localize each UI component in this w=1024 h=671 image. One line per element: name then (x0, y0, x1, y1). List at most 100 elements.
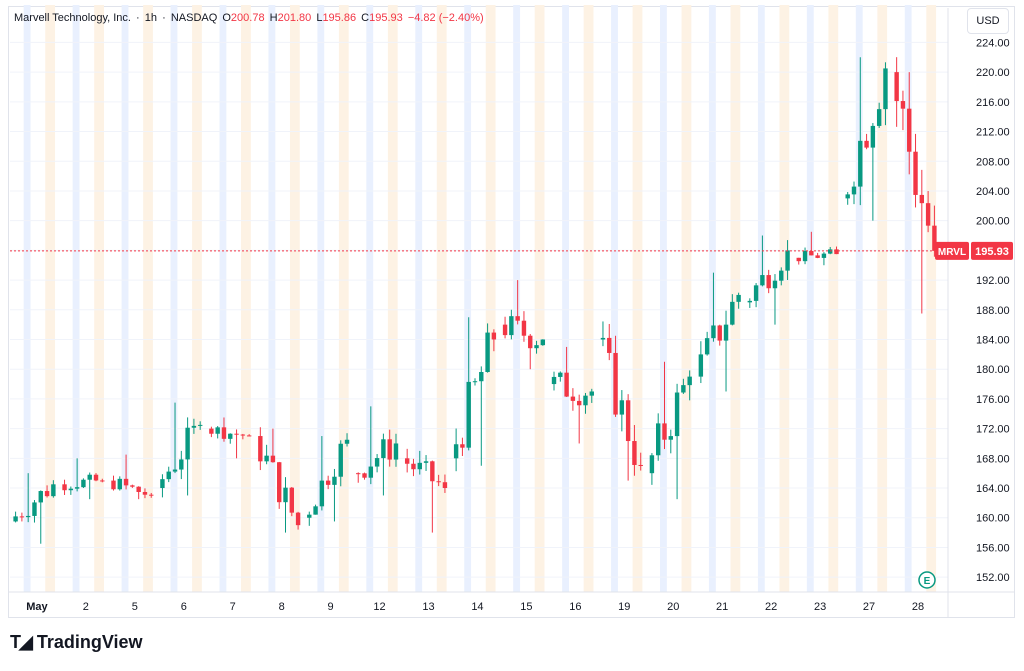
candle-body (845, 194, 850, 199)
interval-label[interactable]: 1h (144, 12, 158, 24)
y-tick-label: 152.00 (976, 572, 1010, 584)
postmarket-band (387, 5, 398, 592)
candle-body (668, 436, 673, 440)
exchange-label: NASDAQ (170, 12, 218, 24)
candle-body (730, 301, 735, 325)
y-tick-label: 208.00 (976, 156, 1010, 168)
candle-body (907, 108, 912, 152)
y-tick-label: 200.00 (976, 216, 1010, 228)
candle-body (166, 471, 171, 480)
candle-body (802, 250, 808, 262)
postmarket-band (877, 5, 888, 592)
premarket-band (562, 5, 569, 592)
candle-body (51, 484, 56, 497)
x-tick-label: 13 (422, 601, 434, 613)
candle-body (509, 316, 514, 336)
candle-body (368, 466, 374, 478)
postmarket-band (681, 5, 692, 592)
candle-body (736, 294, 741, 302)
x-tick-label: 23 (814, 601, 826, 613)
candle-body (393, 443, 399, 460)
postmarket-band (143, 5, 153, 592)
candle-body (913, 151, 918, 195)
brand-name: TradingView (36, 632, 143, 652)
candle-body (600, 337, 606, 340)
earnings-icon: E (918, 571, 936, 589)
candle-body (307, 514, 312, 518)
postmarket-band (828, 5, 839, 592)
candle-body (130, 485, 135, 487)
candle-body (894, 72, 899, 102)
symbol-name[interactable]: Marvell Technology, Inc. (14, 12, 131, 24)
candle-body (466, 381, 471, 448)
postmarket-band (289, 5, 300, 592)
y-tick-label: 188.00 (976, 305, 1010, 317)
x-tick-label: 22 (765, 601, 777, 613)
y-tick-label: 180.00 (976, 364, 1010, 376)
premarket-band (611, 5, 618, 592)
x-tick-label: 20 (667, 601, 679, 613)
postmarket-band (436, 5, 447, 592)
y-tick-label: 160.00 (976, 513, 1010, 525)
candle-body (919, 194, 925, 204)
candle-body (779, 270, 784, 281)
high-value: 201.80 (277, 12, 312, 24)
candle-body (821, 253, 827, 258)
candle-body (900, 101, 906, 109)
candle-body (197, 424, 203, 426)
candle-body (179, 459, 184, 470)
candle-body (698, 354, 704, 377)
candle-body (760, 275, 765, 286)
x-tick-label: 21 (716, 601, 728, 613)
candle-body (430, 461, 435, 482)
candle-body (209, 428, 214, 434)
candle-body (753, 285, 759, 301)
candle-body (191, 425, 197, 428)
y-tick-label: 176.00 (976, 394, 1010, 406)
premarket-band (268, 5, 276, 592)
postmarket-band (779, 5, 790, 592)
candle-body (453, 444, 459, 459)
candle-body (44, 491, 50, 497)
premarket-band (708, 5, 716, 592)
x-tick-label: 9 (328, 601, 334, 613)
candle-body (656, 423, 661, 456)
premarket-band (904, 5, 912, 592)
candle-body (100, 480, 105, 482)
candle-body (551, 376, 557, 385)
candle-body (411, 463, 416, 470)
candle-body (711, 325, 716, 339)
candle-body (142, 491, 148, 495)
tradingview-logo[interactable]: T◢ TradingView (10, 632, 143, 653)
candle-body (185, 427, 190, 460)
candle-body (515, 316, 520, 321)
postmarket-band (632, 5, 643, 592)
x-tick-label: 5 (132, 601, 138, 613)
candle-body (858, 140, 863, 187)
candle-body (38, 491, 43, 503)
close-value: 195.93 (369, 12, 403, 24)
candle-body (607, 337, 612, 353)
currency-selector[interactable]: USD (967, 8, 1009, 34)
x-tick-label: 27 (863, 601, 875, 613)
premarket-band (72, 5, 80, 592)
premarket-band (366, 5, 374, 592)
candle-body (277, 462, 282, 503)
candle-body (332, 476, 337, 485)
x-tick-label: 14 (471, 601, 483, 613)
postmarket-band (926, 5, 937, 592)
y-tick-label: 156.00 (976, 542, 1010, 554)
premarket-band (806, 5, 814, 592)
candle-body (240, 434, 246, 436)
candle-body (13, 516, 18, 522)
candle-body (234, 433, 239, 435)
candle-body (649, 455, 655, 474)
candle-body (338, 443, 343, 477)
header-separator: · (136, 12, 140, 24)
candle-body (632, 441, 637, 465)
premarket-band (464, 5, 472, 592)
header-separator: · (162, 12, 166, 24)
candle-body (123, 478, 129, 486)
candle-body (442, 482, 448, 489)
